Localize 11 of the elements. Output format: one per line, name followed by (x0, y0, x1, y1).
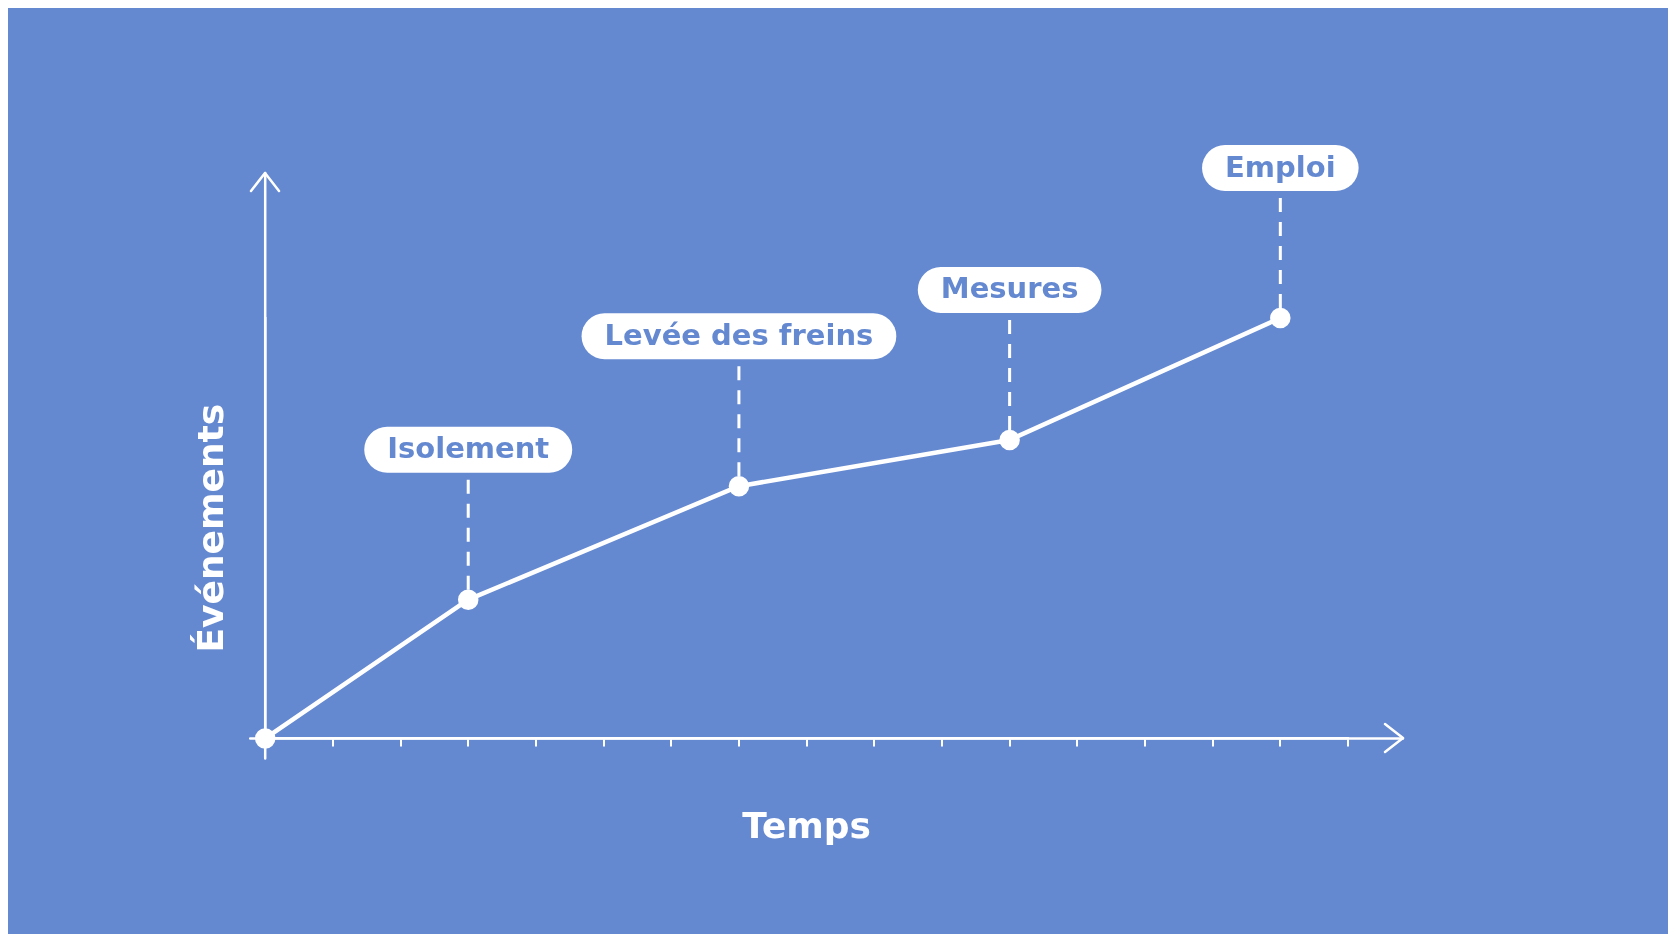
point (457, 589, 479, 610)
y-axis-title: Événements (189, 403, 231, 653)
annotation: Levée des freins (604, 317, 874, 352)
text: Emploi (1225, 149, 1336, 184)
point (1270, 307, 1291, 329)
annotation: Isolement (387, 431, 550, 466)
point (728, 475, 750, 497)
point (254, 728, 276, 749)
text: Mesures (940, 271, 1079, 306)
x-axis-title: Temps (742, 804, 872, 846)
point (999, 429, 1020, 451)
